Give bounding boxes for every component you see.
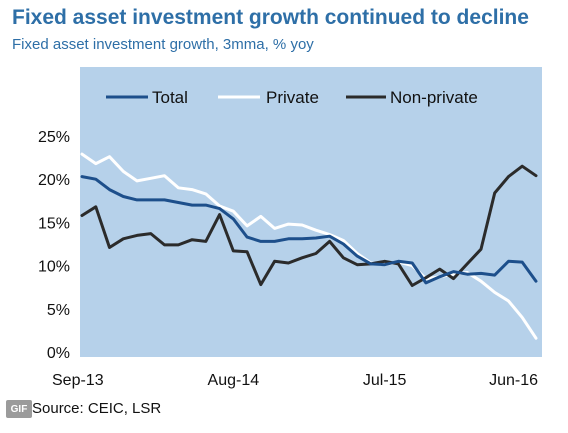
gif-badge: GIF [6, 400, 32, 418]
x-tick-label: Sep-13 [52, 372, 104, 389]
x-tick-label: Aug-14 [208, 372, 260, 389]
y-tick-label: 20% [38, 172, 70, 189]
y-tick-label: 5% [47, 302, 70, 319]
plot-area [80, 67, 542, 357]
series-line-total [80, 175, 538, 285]
x-tick-label: Jul-15 [363, 372, 407, 389]
series-layer [80, 152, 538, 340]
series-line-non-private [80, 164, 538, 287]
y-tick-label: 0% [47, 345, 70, 362]
y-tick-label: 10% [38, 259, 70, 276]
x-axis: Sep-13 Aug-14 Jul-15 Jun-16 [52, 372, 538, 389]
y-tick-label: 25% [38, 129, 70, 146]
y-axis: 0% 5% 10% 15% 20% 25% [38, 129, 70, 362]
y-tick-label: 15% [38, 215, 70, 232]
legend-label: Private [266, 88, 319, 107]
legend-label: Total [152, 88, 188, 107]
legend-label: Non-private [390, 88, 478, 107]
x-tick-label: Jun-16 [489, 372, 538, 389]
chart-subtitle: Fixed asset investment growth, 3mma, % y… [12, 36, 314, 53]
source-note: Source: CEIC, LSR [32, 400, 162, 417]
chart-title: Fixed asset investment growth continued … [12, 6, 529, 29]
legend: Total Private Non-private [106, 88, 478, 107]
